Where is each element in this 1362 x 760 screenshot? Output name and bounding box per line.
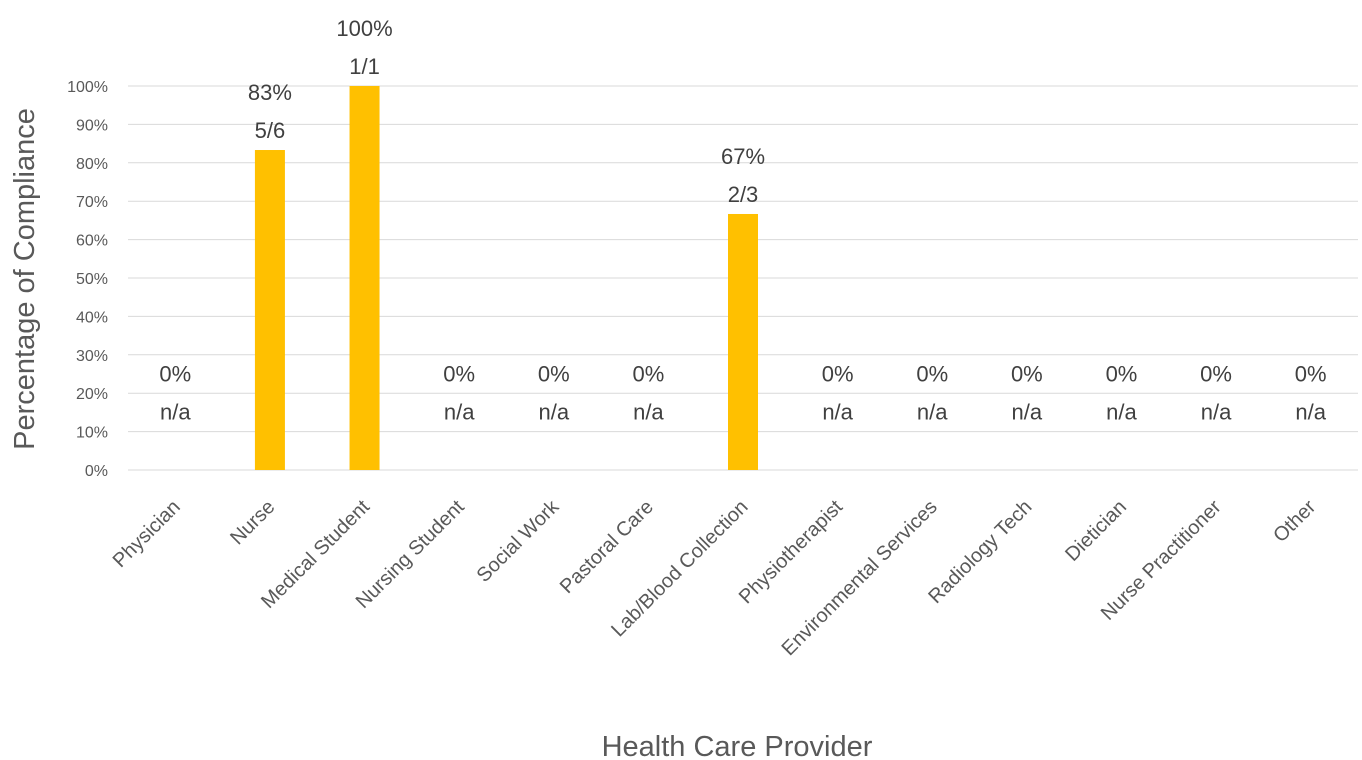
y-tick-label: 90% [76, 117, 108, 134]
y-axis-title: Percentage of Compliance [9, 108, 41, 450]
x-axis-title: Health Care Provider [602, 731, 873, 760]
y-tick-label: 20% [76, 386, 108, 403]
data-label-count: n/a [538, 400, 569, 425]
y-tick-label: 40% [76, 309, 108, 326]
category-label: Dietician [1061, 496, 1131, 566]
data-label-percent: 0% [1295, 362, 1327, 387]
category-label: Social Work [473, 495, 564, 586]
data-label-percent: 0% [1106, 362, 1138, 387]
y-tick-label: 50% [76, 271, 108, 288]
data-label-count: 1/1 [349, 54, 380, 79]
data-label-count: n/a [1295, 400, 1326, 425]
data-label-count: 2/3 [728, 182, 759, 207]
data-label-count: n/a [1201, 400, 1232, 425]
y-tick-label: 30% [76, 348, 108, 365]
y-tick-label: 70% [76, 194, 108, 211]
data-label-percent: 0% [538, 362, 570, 387]
data-label-percent: 67% [721, 144, 765, 169]
data-label-percent: 0% [159, 362, 191, 387]
data-label-count: n/a [1106, 400, 1137, 425]
data-label-percent: 0% [1200, 362, 1232, 387]
data-label-count: n/a [633, 400, 664, 425]
bar [349, 86, 380, 470]
data-label-count: n/a [822, 400, 853, 425]
data-label-count: n/a [1012, 400, 1043, 425]
y-tick-label: 0% [85, 463, 108, 480]
data-label-count: 5/6 [255, 118, 286, 143]
y-tick-label: 10% [76, 425, 108, 442]
y-tick-label: 100% [67, 79, 108, 96]
bar [254, 150, 285, 470]
category-label: Nurse [226, 496, 279, 549]
y-tick-label: 60% [76, 233, 108, 250]
category-label: Radiology Tech [924, 496, 1036, 608]
y-tick-label: 80% [76, 156, 108, 173]
category-label: Other [1269, 496, 1320, 547]
data-label-percent: 0% [822, 362, 854, 387]
data-label-count: n/a [160, 400, 191, 425]
data-label-count: n/a [917, 400, 948, 425]
data-label-percent: 0% [632, 362, 664, 387]
bar [728, 213, 758, 471]
data-labels: 0% n/a 83% 5/6 100% 1/1 0% n/a 0% n/a 0% n/a 67% 2/3 0… [159, 16, 1326, 425]
category-label: Pastoral Care [556, 496, 658, 598]
data-label-percent: 0% [1011, 362, 1043, 387]
category-label: Environmental Services [778, 496, 942, 660]
category-label: Physician [109, 496, 185, 572]
data-label-percent: 0% [916, 362, 948, 387]
bars [254, 86, 758, 471]
data-label-percent: 83% [248, 80, 292, 105]
y-axis-ticks: 0% 10% 20% 30% 40% 50% 60% 70% 80% 90% 100% [67, 79, 108, 480]
data-label-percent: 0% [443, 362, 475, 387]
data-label-count: n/a [444, 400, 475, 425]
data-label-percent: 100% [336, 16, 392, 41]
